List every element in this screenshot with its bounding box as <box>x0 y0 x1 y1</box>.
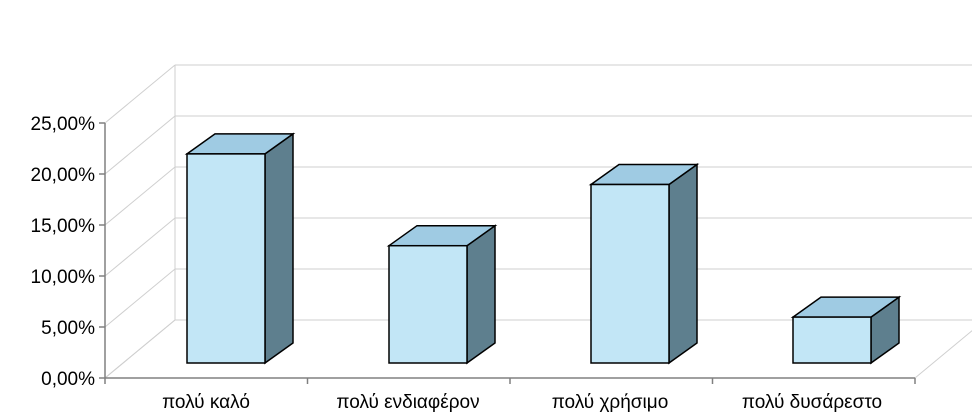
bar <box>790 295 902 365</box>
bar-side <box>264 132 294 365</box>
bar <box>184 132 296 365</box>
y-tick-label: 5,00% <box>41 318 95 339</box>
bar-front <box>186 153 266 364</box>
bar <box>386 224 498 365</box>
x-tick-label: πολύ ενδιαφέρον <box>336 392 479 413</box>
floor-right-edge <box>914 330 972 379</box>
gridline-side <box>104 268 176 328</box>
gridline-side <box>104 115 176 175</box>
x-tick-label: πολύ δυσάρεστο <box>742 392 882 413</box>
bars <box>184 132 902 365</box>
gridline-side <box>104 319 176 379</box>
x-tick-labels: πολύ καλό πολύ ενδιαφέρον πολύ χρήσιμο πολύ… <box>162 392 882 413</box>
y-tick-label: 10,00% <box>31 267 96 288</box>
gridline-side <box>104 217 176 277</box>
gridline-side <box>104 166 176 226</box>
bar-front <box>792 316 872 364</box>
bar <box>588 163 700 365</box>
y-tick-label: 25,00% <box>31 114 96 135</box>
axes <box>99 122 916 384</box>
y-tick-label: 15,00% <box>31 216 96 237</box>
bar-front <box>388 244 468 364</box>
y-tick-labels: 0,00% 5,00% 10,00% 15,00% 20,00% 25,00% <box>31 114 96 390</box>
y-tick-label: 20,00% <box>31 165 96 186</box>
bar-front <box>590 183 670 364</box>
bar-side <box>668 163 698 365</box>
gridline-side <box>104 64 176 124</box>
y-tick-label: 0,00% <box>41 369 95 390</box>
x-tick-label: πολύ καλό <box>162 392 250 413</box>
bar-side <box>466 224 496 365</box>
x-tick-label: πολύ χρήσιμο <box>552 392 669 413</box>
